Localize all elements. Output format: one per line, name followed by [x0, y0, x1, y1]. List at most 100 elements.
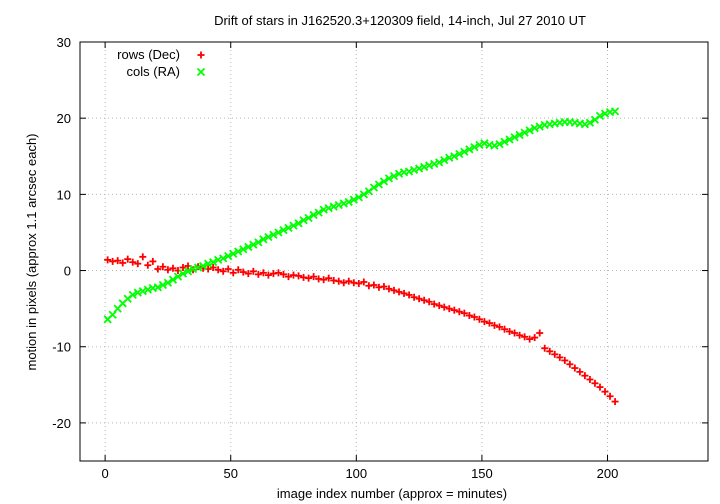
y-tick-label: 0 [64, 264, 71, 279]
data-point [345, 277, 353, 285]
data-point [168, 275, 178, 284]
data-point [525, 126, 534, 135]
x-tick-label: 200 [597, 466, 619, 481]
y-tick-label: 30 [57, 35, 71, 50]
series-cols-ra [103, 107, 620, 324]
data-point [576, 368, 584, 376]
data-point [254, 270, 262, 278]
legend: rows (Dec) cols (RA) [117, 47, 206, 79]
data-point [208, 258, 218, 267]
data-point [124, 255, 132, 263]
data-point [198, 261, 208, 271]
data-point [435, 158, 444, 167]
data-point [249, 240, 258, 249]
grid [80, 41, 708, 461]
data-point [264, 232, 273, 242]
x-tick-label: 0 [102, 466, 109, 481]
data-point [154, 265, 162, 273]
data-point [470, 313, 478, 321]
data-point [445, 305, 453, 313]
data-point [239, 268, 247, 276]
x-tick-label: 50 [223, 466, 237, 481]
data-point [234, 247, 243, 256]
data-point [390, 286, 398, 294]
data-point [520, 128, 529, 137]
data-point [244, 242, 253, 252]
data-point [344, 197, 353, 207]
data-point [531, 334, 539, 342]
data-point [104, 256, 112, 264]
data-point [224, 251, 233, 261]
data-point [561, 356, 569, 364]
legend-marker-cols [196, 67, 206, 77]
data-point [490, 321, 498, 329]
data-point [465, 311, 473, 319]
data-point [610, 107, 620, 116]
legend-label-cols: cols (RA) [127, 64, 180, 79]
data-point [219, 254, 228, 263]
x-tick-label: 100 [345, 466, 367, 481]
data-point [183, 267, 193, 276]
data-point [114, 257, 122, 265]
y-axis-ticks: -20 -10 0 10 20 30 [52, 35, 708, 431]
data-point [400, 289, 408, 297]
data-point [585, 118, 595, 127]
data-point [389, 171, 399, 181]
data-point [284, 273, 292, 281]
data-point [274, 269, 282, 277]
data-point [515, 130, 524, 140]
data-point [144, 261, 152, 269]
data-point [516, 331, 524, 339]
data-point [294, 219, 303, 228]
data-point [279, 270, 287, 278]
data-point [229, 269, 237, 277]
data-point [153, 283, 163, 292]
data-point [521, 333, 529, 341]
data-point [299, 216, 308, 225]
data-point [611, 398, 619, 406]
y-tick-label: -10 [52, 340, 71, 355]
data-point [606, 392, 614, 400]
data-point [551, 350, 559, 358]
data-point [320, 276, 328, 284]
data-point [214, 266, 222, 274]
data-point [279, 226, 288, 235]
data-point [546, 347, 554, 355]
data-point [595, 111, 605, 121]
data-point [224, 265, 232, 273]
y-axis-label: motion in pixels (approx 1.1 arcsec each… [24, 133, 39, 370]
data-point [526, 335, 534, 343]
data-point [460, 309, 468, 317]
data-point [359, 190, 368, 199]
data-point [239, 245, 248, 254]
data-point [173, 272, 183, 281]
data-point [435, 302, 443, 310]
data-point [169, 264, 177, 272]
data-point [480, 318, 488, 326]
data-point [369, 183, 379, 192]
data-point [430, 300, 438, 308]
data-point [586, 375, 594, 383]
data-point [164, 266, 172, 274]
data-point [340, 279, 348, 287]
data-point [289, 221, 298, 230]
legend-markers [196, 51, 206, 77]
data-point [384, 174, 394, 183]
data-point [450, 306, 458, 314]
data-point [355, 279, 363, 287]
data-point [163, 278, 173, 287]
data-point [134, 260, 142, 268]
data-point [511, 329, 519, 337]
legend-label-rows: rows (Dec) [117, 47, 180, 62]
data-point [541, 344, 549, 352]
data-point [370, 281, 378, 289]
data-point [159, 263, 167, 271]
data-point [119, 259, 127, 267]
data-point [506, 327, 514, 335]
data-point [596, 383, 604, 391]
data-point [349, 195, 358, 204]
data-point [234, 266, 242, 274]
chart-title: Drift of stars in J162520.3+120309 field… [214, 13, 586, 28]
data-point [566, 360, 574, 368]
